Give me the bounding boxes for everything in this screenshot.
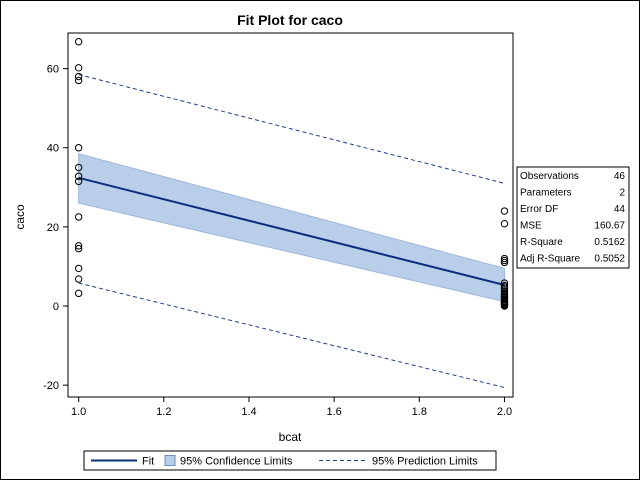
data-point — [74, 76, 83, 85]
data-point — [74, 172, 83, 180]
y-tick-label: 20 — [47, 222, 59, 234]
x-tick-label: 1.8 — [412, 406, 427, 418]
data-point — [74, 163, 83, 172]
data-point — [500, 302, 509, 310]
stat-label: R-Square — [520, 237, 563, 248]
data-point — [74, 177, 83, 186]
stat-label: Parameters — [520, 188, 572, 199]
x-tick-label: 1.2 — [156, 406, 171, 418]
chart-title: Fit Plot for caco — [237, 12, 343, 28]
x-axis-label: bcat — [279, 430, 302, 444]
stat-value: 44 — [614, 204, 626, 215]
data-point — [74, 64, 83, 72]
stats-frame — [516, 166, 630, 269]
y-axis-label: caco — [13, 204, 27, 230]
y-tick-label: -20 — [43, 380, 59, 392]
stat-value: 160.67 — [594, 221, 625, 232]
legend: Fit 95% Confidence Limits 95% Prediction L… — [83, 450, 497, 471]
x-tick-label: 1.6 — [326, 406, 341, 418]
stat-value: 0.5052 — [594, 254, 625, 265]
stat-value: 0.5162 — [594, 237, 625, 248]
x-tick-label: 2.0 — [497, 406, 512, 418]
legend-prediction-label: 95% Prediction Limits — [372, 456, 478, 468]
legend-confidence-swatch — [164, 455, 176, 466]
stat-label: Error DF — [520, 204, 558, 215]
stat-label: MSE — [520, 221, 542, 232]
prediction-limit-upper — [78, 74, 505, 184]
y-tick-label: 40 — [47, 143, 59, 155]
legend-frame — [83, 450, 497, 471]
stat-value: 46 — [614, 171, 626, 182]
y-tick-label: 60 — [47, 64, 59, 76]
data-point — [74, 213, 83, 221]
plot-area: 1.0 1.2 1.4 1.6 1.8 2.0 -20 0 20 40 60 — [43, 32, 514, 418]
stat-label: Observations — [520, 171, 579, 182]
data-point — [500, 256, 509, 265]
fit-statistics-table: Observations 46 Parameters 2 Error DF 44 MSE 16… — [516, 166, 630, 269]
data-point — [500, 254, 509, 263]
fit-line — [78, 176, 505, 287]
data-point — [74, 72, 83, 81]
data-point — [74, 264, 83, 273]
stat-label: Adj R-Square — [520, 254, 580, 265]
data-point — [74, 38, 83, 46]
data-point — [74, 244, 83, 253]
data-point — [74, 275, 83, 283]
data-point — [500, 220, 509, 228]
data-point — [500, 258, 509, 267]
y-tick-label: 0 — [53, 301, 59, 313]
stat-value: 2 — [619, 188, 625, 199]
x-tick-label: 1.4 — [241, 406, 256, 418]
x-tick-label: 1.0 — [71, 406, 86, 418]
legend-fit-label: Fit — [142, 456, 154, 468]
data-point — [74, 144, 83, 152]
prediction-limit-lower — [78, 282, 505, 388]
legend-confidence-label: 95% Confidence Limits — [180, 456, 293, 468]
data-point — [74, 242, 83, 250]
data-point — [74, 289, 83, 298]
data-point — [500, 207, 509, 215]
